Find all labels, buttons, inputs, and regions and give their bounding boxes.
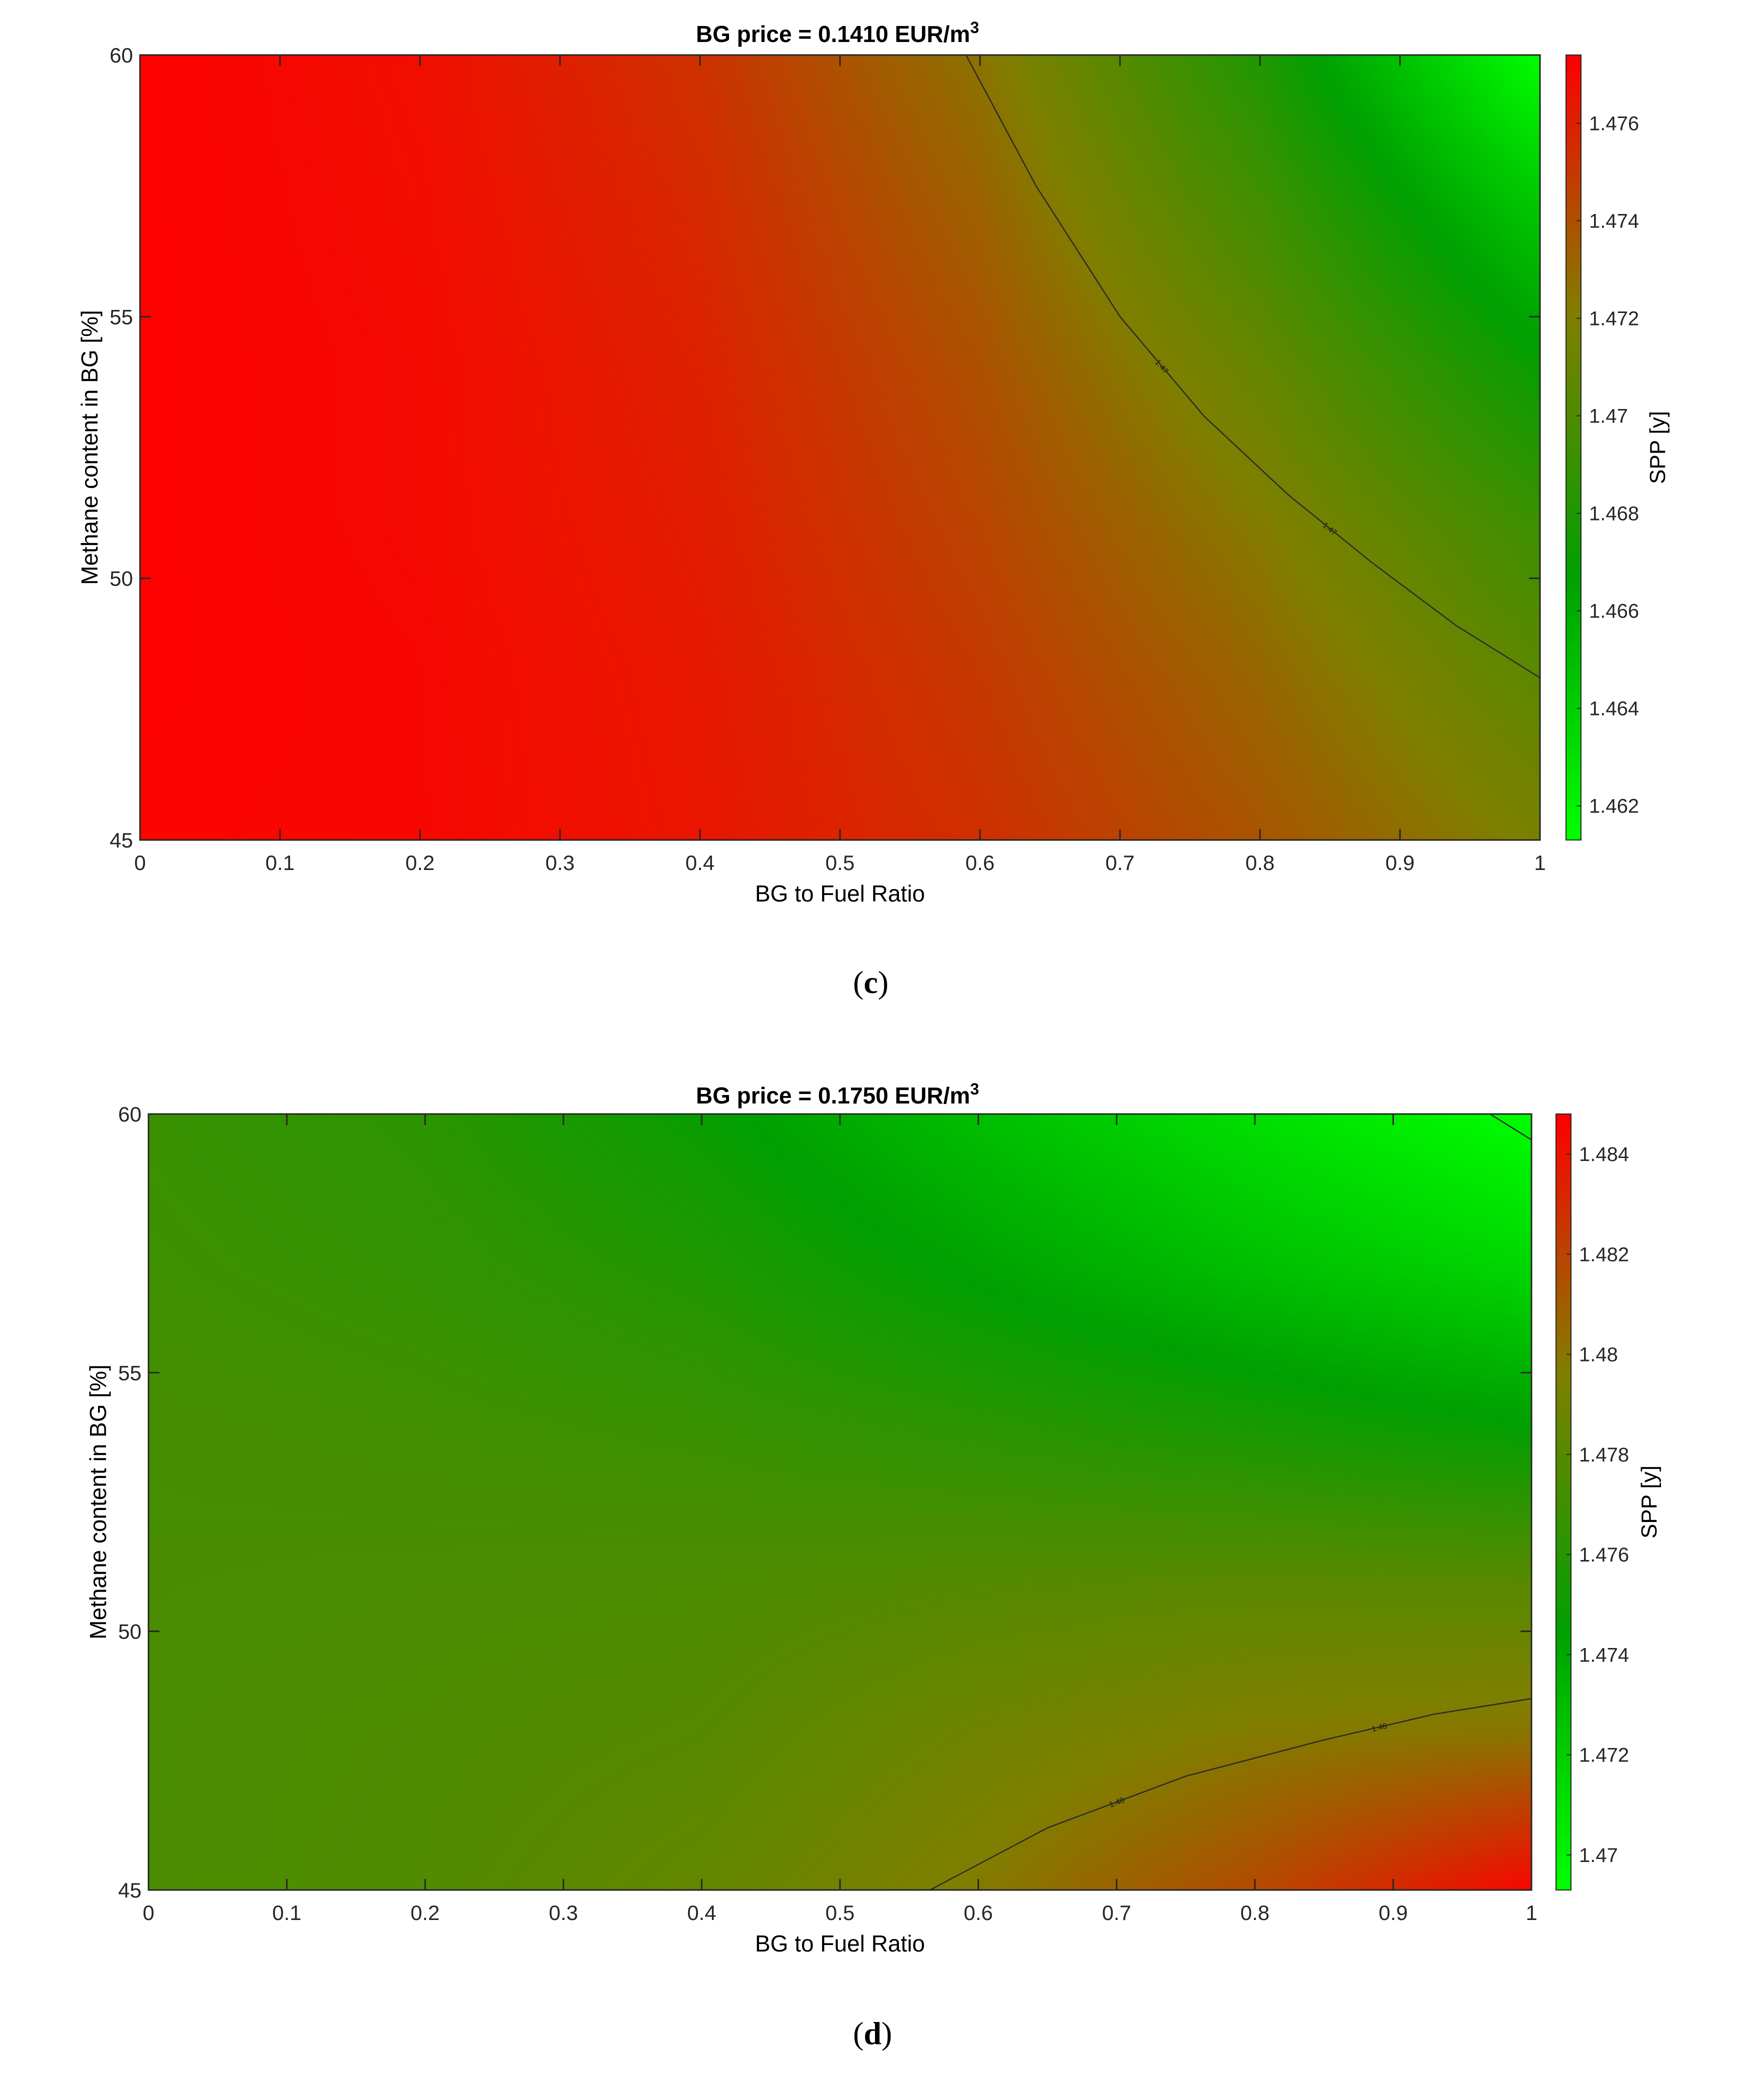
colorbar-tick-label: 1.472: [1579, 1744, 1629, 1766]
colorbar-frame: [1556, 1114, 1572, 1890]
x-tick-label: 0: [134, 851, 146, 874]
colorbar-tick-label: 1.468: [1589, 503, 1639, 525]
chart-title: BG price = 0.1410 EUR/m3: [696, 18, 979, 47]
colorbar-tick-label: 1.462: [1589, 796, 1639, 818]
y-tick-label: 45: [110, 828, 133, 852]
x-ticks: 0 0.1 0.2 0.3 0.4 0.5 0.6 0.7 0.8 0.9 1: [142, 1114, 1538, 1924]
x-tick-label: 0.9: [1378, 1901, 1408, 1924]
x-tick-label: 0.3: [549, 1901, 578, 1924]
colorbar-tick-label: 1.482: [1579, 1244, 1629, 1266]
colorbar-frame: [1566, 54, 1582, 840]
y-tick-label: 50: [110, 567, 133, 590]
x-tick-label: 0.6: [964, 1901, 992, 1924]
x-axis-label: BG to Fuel Ratio: [755, 1930, 925, 1956]
colorbar-tick-label: 1.474: [1579, 1644, 1629, 1666]
x-tick-label: 0.4: [686, 851, 714, 874]
colorbar-tick-label: 1.48: [1579, 1344, 1618, 1366]
colorbar: [1556, 1114, 1571, 1890]
colorbar-tick-label: 1.47: [1589, 406, 1628, 428]
x-tick-label: 0.1: [272, 1901, 301, 1924]
y-tick-label: 50: [118, 1620, 142, 1644]
colorbar-tick-label: 1.466: [1589, 600, 1639, 622]
x-tick-label: 0.5: [826, 1901, 854, 1924]
contour-label: 1.48: [1371, 1722, 1388, 1734]
y-tick-label: 60: [110, 44, 133, 67]
y-axis-label: Methane content in BG [%]: [85, 1364, 111, 1640]
panel-c: BG price = 0.1410 EUR/m3 1.471.47 0 0.1 0.…: [76, 18, 1670, 906]
colorbar-tick-label: 1.47: [1579, 1844, 1618, 1866]
x-tick-label: 0.7: [1106, 851, 1134, 874]
y-tick-label: 55: [110, 305, 133, 328]
panel-d: BG price = 0.1750 EUR/m3 1.481.48 0 0.1 0.…: [85, 1080, 1662, 1956]
x-tick-label: 0.7: [1102, 1901, 1131, 1924]
x-tick-label: 0.6: [966, 851, 994, 874]
x-ticks: 0 0.1 0.2 0.3 0.4 0.5 0.6 0.7 0.8 0.9 1: [134, 55, 1546, 874]
colorbar-ticks: 1.47 1.472 1.474 1.476 1.478 1.48 1.482 1.484: [1566, 1144, 1629, 1866]
colorbar-tick-label: 1.472: [1589, 308, 1639, 330]
x-tick-label: 0.8: [1240, 1901, 1270, 1924]
x-tick-label: 0.5: [826, 851, 854, 874]
colorbar-label: SPP [y]: [1637, 1466, 1662, 1538]
x-tick-label: 1: [1526, 1901, 1537, 1924]
colorbar-tick-label: 1.484: [1579, 1144, 1629, 1166]
x-tick-label: 0.2: [406, 851, 434, 874]
y-tick-label: 60: [118, 1102, 142, 1126]
y-ticks: 45 50 55 60: [110, 44, 1540, 852]
y-tick-label: 55: [118, 1361, 142, 1384]
x-tick-label: 0.9: [1386, 851, 1414, 874]
x-tick-label: 0.4: [687, 1901, 716, 1924]
heatmap-surface: [148, 1114, 1532, 1890]
x-tick-label: 1: [1534, 851, 1546, 874]
x-axis-label: BG to Fuel Ratio: [755, 880, 925, 906]
y-tick-label: 45: [118, 1878, 142, 1902]
colorbar-tick-label: 1.478: [1579, 1444, 1629, 1466]
y-axis-label: Methane content in BG [%]: [76, 310, 102, 585]
colorbar-ticks: 1.462 1.464 1.466 1.468 1.47 1.472 1.474 1.476: [1576, 113, 1639, 818]
y-ticks: 45 50 55 60: [118, 1102, 1532, 1902]
contour-line: [930, 1698, 1532, 1891]
colorbar-tick-label: 1.464: [1589, 698, 1639, 720]
contour-line: [965, 54, 1540, 678]
heatmap-surface: [140, 55, 1540, 840]
colorbar-tick-label: 1.476: [1579, 1544, 1629, 1566]
colorbar: [1566, 55, 1581, 840]
panel-caption-d: (d): [853, 2016, 892, 2051]
colorbar-tick-label: 1.474: [1589, 210, 1639, 232]
panel-caption-c: (c): [853, 964, 889, 1000]
x-tick-label: 0: [142, 1901, 154, 1924]
colorbar-tick-label: 1.476: [1589, 113, 1639, 135]
x-tick-label: 0.8: [1246, 851, 1274, 874]
contour-lines: 1.481.48: [930, 1113, 1532, 1891]
chart-title: BG price = 0.1750 EUR/m3: [696, 1080, 979, 1108]
contour-line: [1490, 1113, 1532, 1140]
x-tick-label: 0.1: [266, 851, 294, 874]
x-tick-label: 0.2: [410, 1901, 440, 1924]
x-tick-label: 0.3: [546, 851, 574, 874]
colorbar-label: SPP [y]: [1646, 411, 1670, 484]
